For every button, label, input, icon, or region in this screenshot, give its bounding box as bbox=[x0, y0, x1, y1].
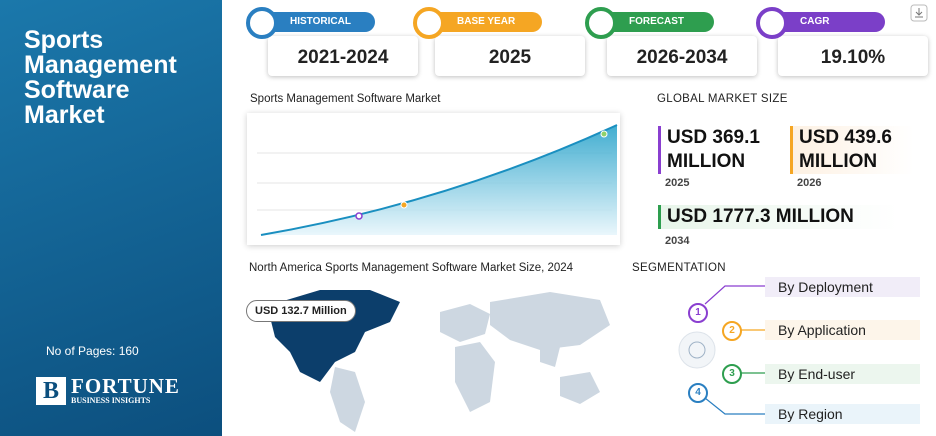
map-value-label: USD 132.7 Million bbox=[246, 300, 356, 322]
stat-icon bbox=[756, 7, 788, 39]
logo-mark: B bbox=[36, 376, 66, 405]
stat-icon bbox=[413, 7, 445, 39]
stat-label: FORECAST PERIOD bbox=[599, 12, 714, 47]
segment-connectors bbox=[678, 285, 768, 415]
stat-icon bbox=[246, 7, 278, 39]
segment-label: By Deployment bbox=[765, 277, 920, 297]
report-title: Sports Management Software Market bbox=[24, 26, 177, 129]
stat-value: 2026-2034 bbox=[607, 36, 757, 76]
stat-value: 2021-2024 bbox=[268, 36, 418, 76]
world-map bbox=[270, 290, 610, 432]
stat-label: HISTORICAL PERIOD bbox=[260, 12, 375, 47]
segment-label: By End-user bbox=[765, 364, 920, 384]
segmentation-title: SEGMENTATION bbox=[632, 262, 726, 274]
brand-text: FORTUNE BUSINESS INSIGHTS bbox=[71, 374, 180, 406]
market-size-title: GLOBAL MARKET SIZE bbox=[657, 93, 788, 105]
brand-subtitle: BUSINESS INSIGHTS bbox=[71, 396, 151, 405]
chart-panel bbox=[247, 113, 620, 245]
download-button[interactable] bbox=[910, 4, 928, 22]
market-size-value: USD 369.1 MILLION bbox=[658, 126, 782, 174]
map-title: North America Sports Management Software… bbox=[249, 262, 574, 274]
trend-chart bbox=[257, 124, 618, 236]
segment-label: By Region bbox=[765, 404, 920, 424]
segment-label: By Application bbox=[765, 320, 920, 340]
market-size-value: USD 439.6 MILLION bbox=[790, 126, 914, 174]
segment-number: 2 bbox=[722, 321, 742, 341]
market-size-year: 2025 bbox=[665, 177, 690, 189]
brand-name: FORTUNE bbox=[71, 374, 180, 398]
segment-number: 1 bbox=[688, 303, 708, 323]
page-count: No of Pages: 160 bbox=[46, 344, 139, 358]
segment-number: 3 bbox=[722, 364, 742, 384]
stat-value: 19.10% bbox=[778, 36, 928, 76]
stat-value: 2025 bbox=[435, 36, 585, 76]
segment-number: 4 bbox=[688, 383, 708, 403]
chart-title: Sports Management Software Market bbox=[250, 93, 441, 105]
stat-icon bbox=[585, 7, 617, 39]
stat-label: BASE YEAR bbox=[427, 12, 542, 32]
sidebar bbox=[0, 0, 222, 436]
stat-label: CAGR bbox=[770, 12, 885, 32]
market-size-value: USD 1777.3 MILLION bbox=[658, 205, 897, 229]
market-size-year: 2026 bbox=[797, 177, 822, 189]
brand-logo: B FORTUNE BUSINESS INSIGHTS bbox=[36, 376, 180, 405]
market-size-year: 2034 bbox=[665, 235, 690, 247]
